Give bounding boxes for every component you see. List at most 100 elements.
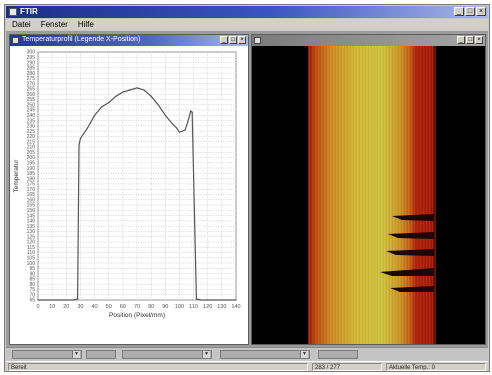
- profile-window-titlebar[interactable]: Temperaturprofil (Legende X-Position) _ …: [10, 35, 248, 46]
- chart-icon: [12, 37, 19, 44]
- minimize-button[interactable]: _: [454, 7, 464, 16]
- y-tick-label: 280: [27, 71, 36, 77]
- x-tick-label: 120: [203, 304, 212, 310]
- defect-streak: [380, 268, 434, 276]
- y-tick-label: 80: [29, 282, 35, 288]
- y-tick-label: 75: [29, 287, 35, 293]
- x-tick-label: 30: [77, 304, 83, 310]
- y-tick-label: 250: [27, 102, 36, 108]
- data-point: [122, 91, 124, 93]
- y-tick-label: 255: [27, 97, 36, 103]
- status-text: Bereit: [8, 363, 308, 371]
- app-titlebar[interactable]: FTIR _ □ ×: [6, 6, 488, 18]
- y-tick-label: 265: [27, 87, 36, 93]
- data-point: [187, 121, 189, 123]
- status-bar: Bereit 283 / 277 Aktuelle Temp.: 0: [6, 361, 488, 371]
- y-tick-label: 205: [27, 150, 36, 156]
- x-tick-label: 140: [231, 304, 240, 310]
- y-tick-label: 245: [27, 108, 36, 114]
- data-point: [191, 111, 193, 113]
- x-tick-label: 80: [148, 304, 154, 310]
- menu-item-help[interactable]: Hilfe: [77, 20, 94, 29]
- y-tick-label: 275: [27, 76, 36, 82]
- data-point: [221, 299, 223, 301]
- control-field-5[interactable]: [318, 350, 358, 359]
- data-point: [195, 298, 197, 300]
- data-point: [37, 299, 39, 301]
- app-window-buttons: _ □ ×: [454, 7, 486, 16]
- y-tick-label: 185: [27, 171, 36, 177]
- thermal-image[interactable]: [252, 46, 485, 344]
- y-tick-label: 230: [27, 124, 36, 130]
- y-tick-label: 85: [29, 277, 35, 283]
- y-tick-label: 165: [27, 192, 36, 198]
- dropdown-arrow-icon[interactable]: ▼: [72, 351, 80, 358]
- x-tick-label: 40: [92, 304, 98, 310]
- profile-minimize-button[interactable]: _: [220, 36, 228, 44]
- thermal-minimize-button[interactable]: _: [457, 36, 465, 44]
- y-tick-label: 140: [27, 219, 36, 225]
- control-strip: ▼ ▼ ▼: [6, 347, 488, 360]
- data-point: [150, 95, 152, 97]
- y-tick-label: 150: [27, 208, 36, 214]
- data-point: [65, 299, 67, 301]
- thermal-close-button[interactable]: ×: [475, 36, 483, 44]
- x-tick-label: 70: [134, 304, 140, 310]
- data-point: [108, 102, 110, 104]
- y-tick-label: 145: [27, 213, 36, 219]
- data-point: [184, 129, 186, 131]
- thermal-texture: [308, 46, 436, 344]
- profile-close-button[interactable]: ×: [238, 36, 246, 44]
- y-tick-label: 210: [27, 145, 36, 151]
- data-point: [72, 299, 74, 301]
- defect-streak: [392, 214, 434, 221]
- y-tick-label: 155: [27, 203, 36, 209]
- data-point: [129, 89, 131, 91]
- data-point: [58, 299, 60, 301]
- y-tick-label: 65: [29, 298, 35, 304]
- profile-window-title: Temperaturprofil (Legende X-Position): [22, 36, 141, 43]
- x-tick-label: 100: [175, 304, 184, 310]
- menu-item-window[interactable]: Fenster: [40, 20, 68, 29]
- control-field-1[interactable]: ▼: [12, 350, 82, 359]
- data-point: [164, 114, 166, 116]
- menu-item-file[interactable]: Datei: [12, 20, 31, 29]
- thermal-shade: [308, 46, 436, 344]
- y-tick-label: 300: [27, 50, 36, 56]
- data-point: [214, 299, 216, 301]
- app-icon: [9, 8, 17, 16]
- x-tick-label: 130: [217, 304, 226, 310]
- data-point: [157, 104, 159, 106]
- y-tick-label: 225: [27, 129, 36, 135]
- thermal-maximize-button[interactable]: □: [466, 36, 474, 44]
- y-tick-label: 295: [27, 55, 36, 61]
- data-point: [79, 137, 82, 140]
- profile-maximize-button[interactable]: □: [229, 36, 237, 44]
- y-tick-label: 285: [27, 66, 36, 72]
- menu-bar: Datei Fenster Hilfe: [6, 19, 488, 30]
- data-point: [207, 299, 209, 301]
- dropdown-arrow-icon[interactable]: ▼: [202, 351, 210, 358]
- data-point: [171, 123, 173, 125]
- data-point: [200, 299, 202, 301]
- y-tick-label: 130: [27, 229, 36, 235]
- y-tick-label: 190: [27, 166, 36, 172]
- data-point: [77, 298, 79, 300]
- data-point: [51, 299, 53, 301]
- maximize-button[interactable]: □: [465, 7, 475, 16]
- control-field-4[interactable]: ▼: [220, 350, 310, 359]
- image-icon: [254, 37, 261, 44]
- status-temperature: Aktuelle Temp.: 0: [386, 363, 486, 371]
- control-field-2[interactable]: [86, 350, 116, 359]
- thermal-window-titlebar[interactable]: _ □ ×: [252, 35, 485, 46]
- control-field-3[interactable]: ▼: [122, 350, 212, 359]
- x-tick-label: 0: [36, 304, 39, 310]
- data-point: [235, 299, 237, 301]
- dropdown-arrow-icon[interactable]: ▼: [300, 351, 308, 358]
- status-coordinates: 283 / 277: [312, 363, 382, 371]
- x-tick-label: 10: [49, 304, 55, 310]
- y-tick-label: 290: [27, 60, 36, 66]
- data-point: [178, 131, 181, 133]
- close-button[interactable]: ×: [476, 7, 486, 16]
- y-tick-label: 260: [27, 92, 36, 98]
